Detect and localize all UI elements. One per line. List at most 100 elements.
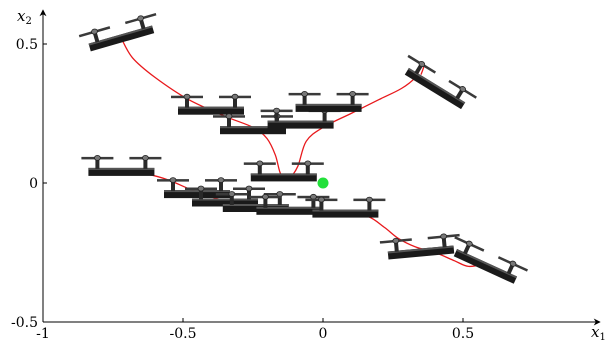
- drone-rotor-hub: [217, 177, 225, 184]
- drone-rotor-hub: [365, 196, 373, 203]
- drone-rotor-hub: [440, 233, 448, 240]
- drone-frame-highlight: [178, 106, 244, 109]
- axes: [39, 9, 601, 326]
- y-tick-label: 0: [29, 176, 38, 192]
- drone-arm: [138, 18, 146, 30]
- drone: [305, 196, 386, 218]
- drone-arm: [92, 31, 100, 43]
- drone-arm: [311, 197, 316, 208]
- drone-arm: [229, 195, 234, 205]
- x-axis-label-sub: 1: [599, 332, 605, 341]
- drone-frame: [178, 106, 244, 115]
- drone-rotor-hub: [317, 196, 325, 203]
- drone-arm: [277, 195, 282, 205]
- drone-arm: [233, 97, 237, 108]
- drone-arm: [257, 164, 262, 175]
- drone-arm: [302, 94, 307, 105]
- drone-frame-highlight: [387, 245, 454, 254]
- drone: [288, 91, 369, 112]
- drone-frame-highlight: [250, 173, 317, 176]
- drone-frame-highlight: [407, 67, 466, 105]
- drone-rotor-hub: [459, 86, 467, 93]
- drone: [185, 185, 265, 207]
- drone-rotor-hub: [169, 177, 177, 184]
- drone-frame: [88, 25, 155, 52]
- drone-arm: [322, 111, 327, 122]
- drone-rotor-hub: [225, 113, 233, 120]
- drone-arm: [143, 158, 148, 169]
- y-axis-label-main: x: [17, 7, 26, 25]
- x-tick-label: -1: [36, 326, 50, 341]
- drone: [453, 236, 529, 284]
- drone-arm: [441, 237, 447, 248]
- y-tick-label: -0.5: [11, 315, 38, 331]
- drone-frame: [164, 190, 230, 199]
- drone-rotor-hub: [94, 154, 101, 161]
- drone-rotor-hub: [197, 185, 205, 192]
- drone-arm: [319, 200, 324, 211]
- y-axis-label: x2: [17, 7, 32, 27]
- drone-rotor-hub: [142, 154, 149, 161]
- x-tick-label: -0.5: [170, 326, 197, 341]
- drone-rotor-hub: [301, 91, 309, 97]
- drone-rotor-hub: [231, 93, 239, 100]
- x-axis-label-main: x: [591, 323, 600, 341]
- drone-rotor-hub: [276, 191, 284, 197]
- goal-marker: [317, 177, 329, 189]
- drone-frame-highlight: [256, 206, 323, 209]
- drone-rotor-hub: [183, 93, 191, 100]
- x-axis-label: x1: [591, 323, 606, 341]
- drone: [81, 154, 162, 176]
- drone-arm: [367, 200, 372, 211]
- drone-rotor-hub: [245, 185, 253, 192]
- drone-frame-highlight: [295, 103, 362, 106]
- drone-rotor-hub: [392, 237, 400, 244]
- x-tick-label: 0.5: [452, 326, 474, 341]
- drone: [249, 193, 330, 215]
- drone-frame: [404, 67, 466, 110]
- drone-frame: [220, 126, 286, 135]
- drone-rotor-hub: [418, 60, 426, 68]
- x-tick-label: 0: [319, 326, 328, 341]
- drone-frame-highlight: [164, 190, 230, 193]
- drone-rotor-hub: [261, 193, 269, 200]
- drones: [78, 12, 529, 284]
- drone-rotor-hub: [137, 15, 144, 22]
- drone-frame: [250, 173, 317, 182]
- drone-frame: [222, 204, 289, 212]
- y-ticks: 0.5 0 -0.5: [11, 37, 47, 331]
- drone-rotor-hub: [256, 160, 264, 167]
- drone-rotor-hub: [273, 107, 281, 114]
- drone: [379, 233, 460, 260]
- drone-frame-highlight: [312, 209, 379, 212]
- drone-arm: [263, 197, 268, 208]
- drone-rotor-hub: [91, 28, 98, 35]
- drone-frame: [267, 120, 334, 129]
- drone-arm: [171, 181, 175, 192]
- drone-arm: [199, 189, 203, 200]
- y-axis-label-sub: 2: [25, 16, 31, 27]
- drone-arm: [350, 94, 355, 105]
- drone: [243, 160, 324, 182]
- trajectory-line: [120, 38, 425, 179]
- drone-rotor-hub: [509, 260, 517, 267]
- drone-frame: [295, 103, 362, 112]
- drone-frame-highlight: [456, 249, 518, 279]
- drone-rotor-hub: [304, 160, 312, 167]
- drone-frame: [192, 198, 258, 207]
- drone-rotor-hub: [466, 240, 473, 247]
- drone-arm: [95, 158, 100, 169]
- drone: [171, 93, 251, 115]
- trajectories: [120, 38, 486, 268]
- drone-frame: [312, 209, 379, 218]
- drone-rotor-hub: [349, 91, 357, 97]
- drone-arm: [274, 111, 279, 122]
- drone-arm: [185, 97, 189, 108]
- drone-frame: [453, 249, 518, 284]
- drone-arm: [227, 117, 231, 128]
- drone-arm: [247, 189, 251, 200]
- drone-frame-highlight: [88, 25, 153, 46]
- drone-rotor-hub: [309, 193, 317, 200]
- drone: [78, 12, 157, 52]
